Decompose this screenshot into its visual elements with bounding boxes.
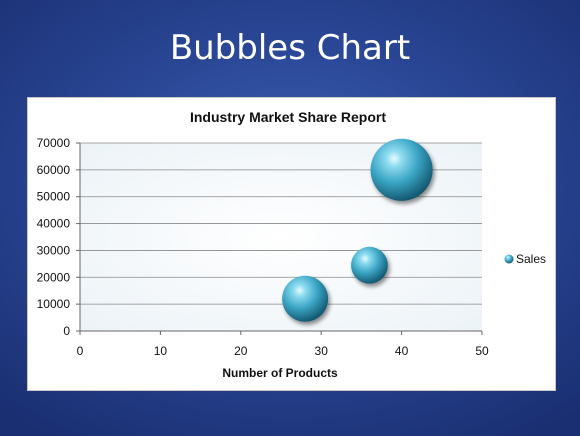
y-tick-label: 40000 (37, 217, 71, 231)
bubble-point (282, 275, 329, 322)
x-tick-label: 30 (315, 344, 329, 358)
x-tick-label: 10 (154, 344, 168, 358)
chart-frame: Industry Market Share Report 0 10000 20000… (27, 97, 556, 391)
y-tick-label: 20000 (37, 270, 71, 284)
slide-title: Bubbles Chart (169, 28, 411, 68)
legend: Sales (504, 252, 546, 266)
x-tick-label: 0 (77, 344, 84, 358)
legend-marker (504, 254, 514, 264)
y-tick-label: 10000 (37, 297, 71, 311)
bubble-chart: Industry Market Share Report 0 10000 20000… (37, 109, 546, 380)
x-tick-label: 40 (395, 344, 409, 358)
bubbles (282, 138, 433, 322)
y-tick-label: 0 (63, 324, 70, 338)
y-tick-label: 30000 (37, 243, 71, 257)
x-tick-label: 20 (234, 344, 248, 358)
y-tick-label: 70000 (37, 136, 71, 150)
y-tick-label: 60000 (37, 163, 71, 177)
legend-label-sales: Sales (516, 252, 546, 266)
y-tick-label: 50000 (37, 190, 71, 204)
x-axis-label: Number of Products (222, 366, 338, 380)
x-tick-label: 50 (475, 344, 489, 358)
chart-title: Industry Market Share Report (190, 109, 386, 125)
bubble-point (351, 246, 388, 284)
axes: 0 10000 20000 30000 40000 50000 60000 70000 0 10 2… (37, 136, 489, 358)
bubble-point (370, 138, 433, 201)
